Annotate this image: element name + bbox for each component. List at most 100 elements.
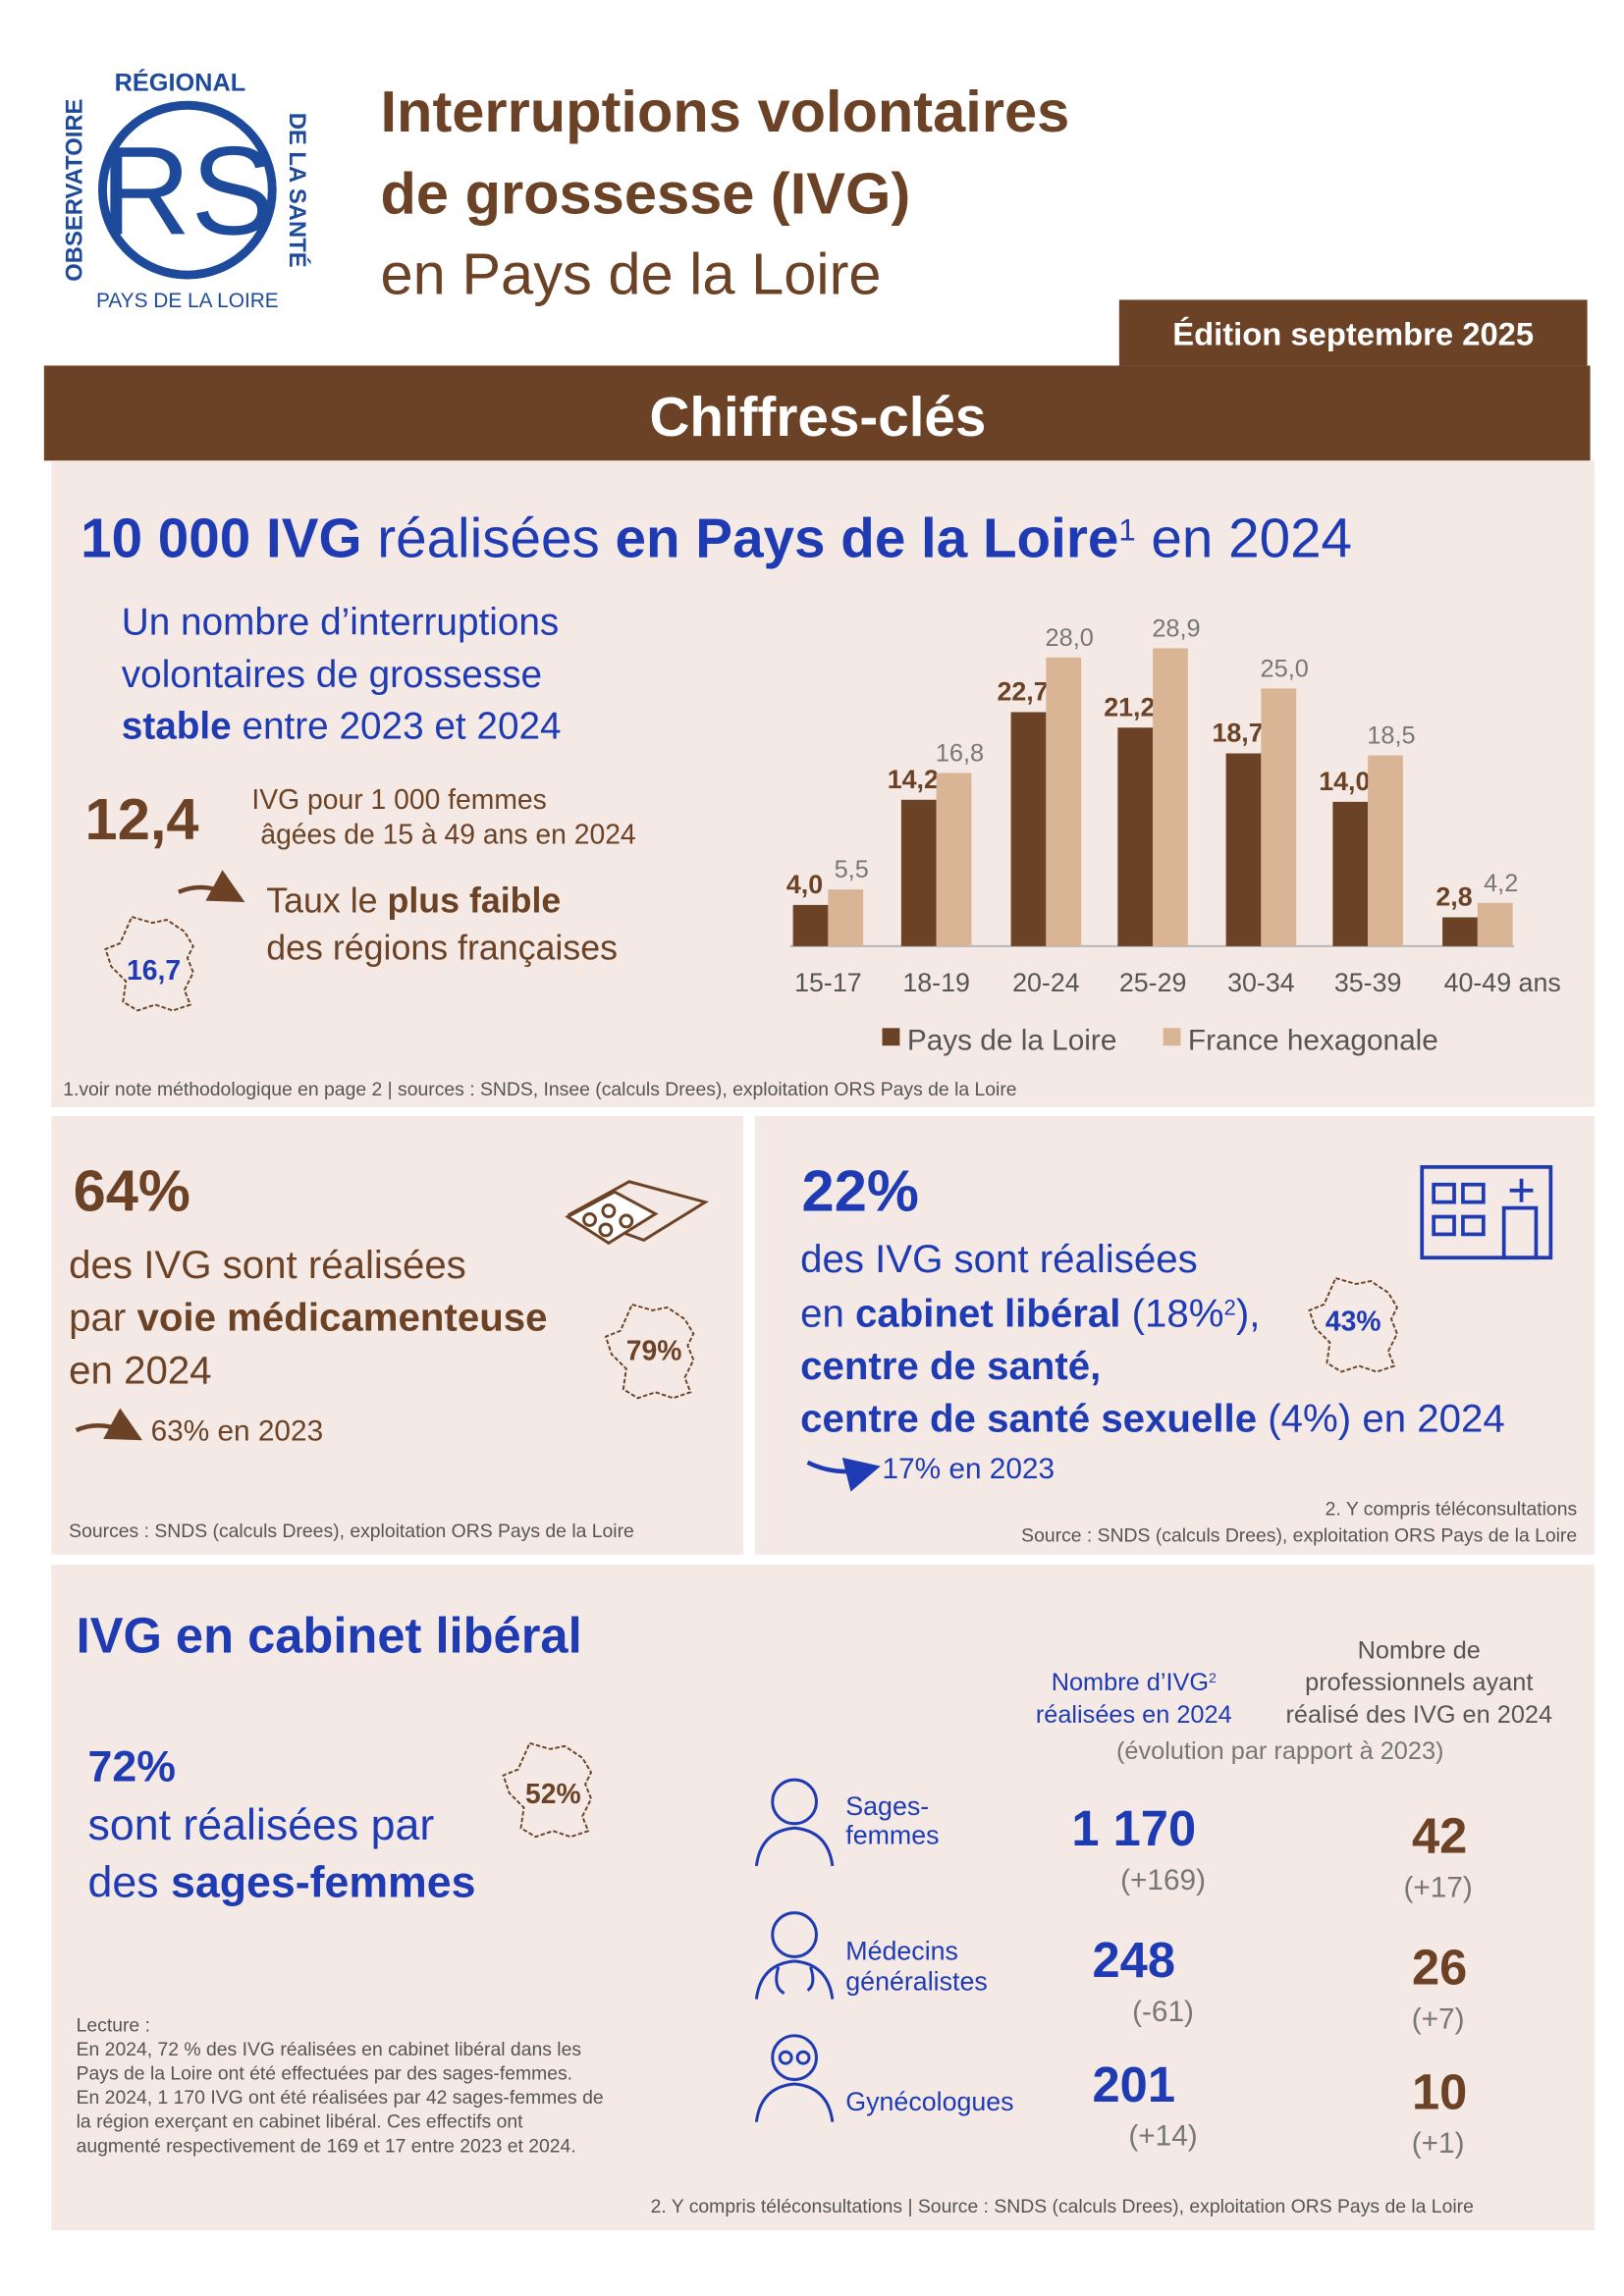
professional-count: 26 [1412, 1940, 1467, 1996]
share-text: sont réalisées par [88, 1801, 435, 1849]
previous-value: 17% en 2023 [883, 1453, 1056, 1485]
trend-text: stable entre 2023 et 2024 [122, 705, 562, 747]
share-text-part: (18% [1120, 1291, 1223, 1335]
value-label: 5,5 [835, 856, 869, 883]
value-label: 28,9 [1152, 614, 1200, 642]
edition: Édition septembre 2025 [1172, 316, 1534, 352]
trend-text-part: entre 2023 et 2024 [232, 705, 562, 747]
rate-text: IVG pour 1 000 femmes [251, 783, 546, 815]
row-label: Médecins [845, 1936, 958, 1965]
bar [1332, 801, 1369, 946]
column-header: (évolution par rapport à 2023) [1116, 1737, 1444, 1765]
person-icon [754, 1778, 835, 2122]
share-text-part: centre de santé sexuelle [800, 1397, 1257, 1441]
column-header: réalisé des IVG en 2024 [1285, 1701, 1552, 1729]
rank-text: Taux le plus faible [266, 881, 561, 921]
legend-swatch [1163, 1028, 1181, 1046]
ivg-count: 201 [1093, 2056, 1176, 2112]
legend-swatch [882, 1028, 900, 1046]
france-share: 43% [1326, 1306, 1381, 1337]
title: de grossesse (IVG) [381, 161, 911, 227]
logo-text: RÉGIONAL [115, 68, 246, 96]
row-label: généralistes [845, 1967, 988, 1997]
row-label: femmes [845, 1821, 939, 1850]
share-text-part: ), [1236, 1291, 1261, 1335]
rank-text-part: Taux le [266, 881, 387, 921]
value-label: 25,0 [1261, 655, 1309, 682]
pill-icon [565, 1180, 709, 1246]
reading-text: En 2024, 1 170 IVG ont été réalisées par… [77, 2087, 604, 2109]
previous-value: 63% en 2023 [151, 1415, 324, 1447]
bar [1225, 753, 1262, 946]
bar [1368, 755, 1403, 946]
share-value: 64% [74, 1158, 190, 1224]
rate-text: âgées de 15 à 49 ans en 2024 [260, 819, 635, 850]
source-note: Sources : SNDS (calculs Drees), exploita… [69, 1521, 634, 1542]
share-text: en 2024 [69, 1348, 211, 1392]
rank-text-part: plus faible [388, 881, 562, 921]
panel [51, 460, 1596, 1107]
share-text-part: cabinet libéral [855, 1291, 1120, 1335]
banner [43, 365, 1591, 461]
column-header: Nombre d’IVG2 [1052, 1669, 1217, 1696]
x-tick-label: 40-49 [1444, 968, 1512, 997]
share-text-part: (4%) en 2024 [1257, 1397, 1505, 1441]
share-text: des IVG sont réalisées [69, 1243, 466, 1287]
france-rate: 16,7 [127, 954, 181, 986]
professional-change: (+7) [1412, 2002, 1465, 2035]
legend-label: Pays de la Loire [907, 1025, 1117, 1057]
title: en Pays de la Loire [381, 240, 882, 306]
share-text-part: des [88, 1858, 171, 1906]
value-label: 22,7 [997, 677, 1048, 707]
x-tick-label: 15-17 [794, 968, 862, 997]
section-title: IVG en cabinet libéral [77, 1607, 582, 1663]
logo [58, 58, 315, 315]
value-label: 4,0 [786, 870, 823, 899]
share-text-part: par [69, 1296, 136, 1340]
panel [51, 1565, 1596, 2230]
share-text: centre de santé, [800, 1344, 1101, 1388]
x-unit: ans [1519, 968, 1561, 997]
share-text: en cabinet libéral (18%2), [800, 1291, 1260, 1335]
value-label: 21,2 [1104, 692, 1155, 721]
arrow [178, 870, 245, 903]
reading-text: En 2024, 72 % des IVG réalisées en cabin… [77, 2039, 581, 2060]
share-value: 72% [88, 1743, 176, 1791]
logo-text: OBSERVATOIRE [62, 99, 88, 282]
ivg-change: (+14) [1128, 2120, 1197, 2153]
source-note: 2. Y compris téléconsultations | Source … [651, 2196, 1474, 2217]
rate-value: 12,4 [85, 786, 199, 852]
share-text-part: sages-femmes [171, 1858, 476, 1906]
bar [1261, 688, 1297, 946]
share-text-part: en [800, 1291, 855, 1335]
headline-part: 10 000 IVG [81, 507, 361, 569]
column-header-part: Nombre d’IVG [1052, 1669, 1209, 1696]
arrow [75, 1408, 143, 1441]
logo-text: DE LA SANTÉ [284, 113, 311, 268]
reading-text: la région exerçant en cabinet libéral. C… [77, 2111, 523, 2133]
x-tick-label: 18-19 [902, 968, 970, 997]
professional-count: 10 [1412, 2063, 1467, 2119]
headline: 10 000 IVG réalisées en Pays de la Loire… [81, 507, 1352, 569]
source-note: Source : SNDS (calculs Drees), exploitat… [1021, 1524, 1577, 1546]
source-note: 2. Y compris téléconsultations [1326, 1498, 1577, 1520]
professional-count: 42 [1412, 1808, 1467, 1864]
headline-part: en 2024 [1136, 507, 1352, 569]
bar [828, 889, 864, 946]
bar [1477, 902, 1513, 946]
france-share: 52% [525, 1778, 581, 1809]
reading-text: Pays de la Loire ont été effectuées par … [77, 2063, 572, 2085]
bar [936, 773, 972, 946]
trend-text: Un nombre d’interruptions [122, 602, 560, 644]
value-label: 14,2 [888, 765, 939, 794]
france-share: 79% [626, 1335, 682, 1366]
x-tick-label: 20-24 [1012, 968, 1080, 997]
value-label: 4,2 [1484, 870, 1518, 897]
headline-part: réalisées [362, 507, 616, 569]
row-label: Gynécologues [845, 2087, 1013, 2116]
bar [1442, 917, 1478, 946]
share-text: des IVG sont réalisées [800, 1237, 1198, 1281]
x-tick-label: 30-34 [1227, 968, 1295, 997]
